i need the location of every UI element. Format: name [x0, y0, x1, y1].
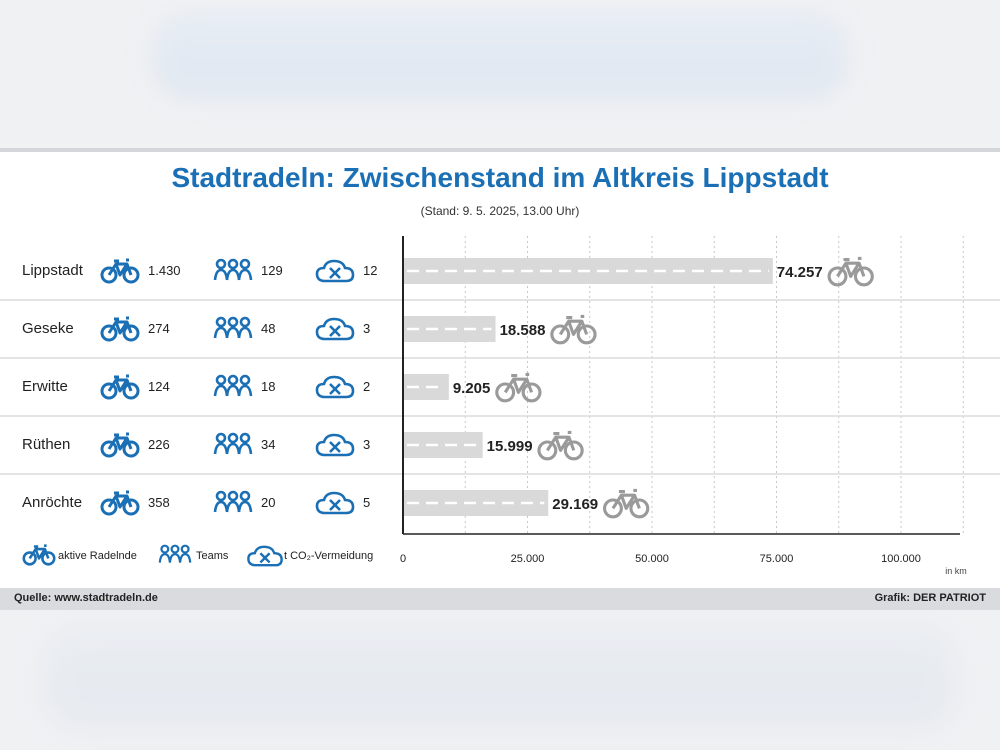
- teams-count: 48: [261, 321, 276, 336]
- x-tick-label: 0: [400, 553, 406, 565]
- cloud-icon-wrap: [315, 490, 355, 521]
- data-label: 18.588: [500, 322, 546, 339]
- bike-icon: [827, 256, 874, 287]
- city-row: Rüthen 226 34 3: [0, 416, 400, 474]
- blurred-background-bottom: [40, 620, 960, 730]
- bike-icon-wrap: [100, 316, 140, 347]
- co2-value: 5: [363, 495, 371, 510]
- legend-label-radelnde: aktive Radelnde: [58, 550, 137, 562]
- team-icon: [213, 316, 253, 339]
- city-row: Lippstadt 1.430 129 12: [0, 242, 400, 300]
- cloud-co2-icon: [315, 317, 355, 341]
- team-icon-wrap: [213, 258, 253, 289]
- bike-icon-wrap: [100, 374, 140, 405]
- data-label: 9.205: [453, 380, 491, 397]
- bike-icon-wrap: [100, 258, 140, 289]
- teams-count: 20: [261, 495, 276, 510]
- chart-subtitle: (Stand: 9. 5. 2025, 13.00 Uhr): [420, 204, 580, 218]
- city-row: Anröchte 358 20 5: [0, 474, 400, 532]
- team-icon: [158, 544, 192, 563]
- team-icon-wrap: [213, 374, 253, 405]
- teams-count: 129: [261, 263, 283, 278]
- x-tick-label: 100.000: [881, 553, 921, 565]
- bike-icon: [100, 432, 140, 458]
- bike-icon: [100, 374, 140, 400]
- legend-label-co2: t CO₂-Vermeidung: [284, 550, 374, 562]
- radelnde-count: 226: [148, 437, 170, 452]
- radelnde-count: 358: [148, 495, 170, 510]
- radelnde-count: 274: [148, 321, 170, 336]
- bike-icon-wrap: [100, 490, 140, 521]
- city-row: Geseke 274 48 3: [0, 300, 400, 358]
- infographic: Stadtradeln: Zwischenstand im Altkreis L…: [0, 148, 1000, 610]
- team-icon: [213, 432, 253, 455]
- bike-icon: [100, 316, 140, 342]
- co2-value: 3: [363, 437, 371, 452]
- team-icon-wrap: [213, 490, 253, 521]
- radelnde-count: 124: [148, 379, 170, 394]
- bike-icon: [22, 544, 56, 566]
- co2-value: 3: [363, 321, 371, 336]
- legend-label-teams: Teams: [196, 550, 229, 562]
- chart-title: Stadtradeln: Zwischenstand im Altkreis L…: [171, 162, 829, 193]
- cloud-co2-icon: [315, 375, 355, 399]
- city-row: Erwitte 124 18 2: [0, 358, 400, 416]
- team-icon-wrap: [213, 432, 253, 463]
- bar-chart: 74.257 18.588 9.205 15.999 29.169 0 25.000 50.0…: [0, 236, 1000, 576]
- co2-value: 2: [363, 379, 371, 394]
- cloud-co2-icon: [247, 545, 283, 567]
- cloud-icon-wrap: [315, 258, 355, 289]
- data-label: 15.999: [487, 438, 533, 455]
- bike-icon: [100, 258, 140, 284]
- x-tick-label: 75.000: [760, 553, 794, 565]
- co2-value: 12: [363, 263, 378, 278]
- bike-icon: [550, 314, 597, 345]
- radelnde-count: 1.430: [148, 263, 181, 278]
- teams-count: 18: [261, 379, 276, 394]
- footer: Quelle: www.stadtradeln.de Grafik: DER P…: [0, 588, 1000, 610]
- city-name: Lippstadt: [22, 262, 83, 279]
- cloud-icon-wrap: [315, 432, 355, 463]
- cloud-co2-icon: [315, 433, 355, 457]
- cloud-co2-icon: [315, 259, 355, 283]
- blurred-background-top: [150, 10, 850, 100]
- cloud-co2-icon: [315, 491, 355, 515]
- graphic-credit: Grafik: DER PATRIOT: [874, 592, 986, 604]
- city-name: Rüthen: [22, 436, 71, 453]
- city-name: Geseke: [22, 320, 74, 337]
- cloud-icon-wrap: [315, 374, 355, 405]
- data-label: 74.257: [777, 264, 823, 281]
- source-note: Quelle: www.stadtradeln.de: [14, 592, 158, 604]
- x-tick-label: 50.000: [635, 553, 669, 565]
- bike-icon: [537, 430, 584, 461]
- bike-icon-wrap: [100, 432, 140, 463]
- unit-label: in km: [945, 566, 967, 576]
- team-icon: [213, 258, 253, 281]
- bike-icon: [100, 490, 140, 516]
- teams-count: 34: [261, 437, 276, 452]
- city-name: Anröchte: [22, 494, 83, 511]
- city-name: Erwitte: [22, 378, 68, 395]
- bike-icon: [602, 488, 650, 519]
- team-icon: [213, 490, 253, 513]
- team-icon: [213, 374, 253, 397]
- cloud-icon-wrap: [315, 316, 355, 347]
- team-icon-wrap: [213, 316, 253, 347]
- x-tick-label: 25.000: [511, 553, 545, 565]
- data-label: 29.169: [552, 496, 598, 513]
- bike-icon: [495, 372, 542, 403]
